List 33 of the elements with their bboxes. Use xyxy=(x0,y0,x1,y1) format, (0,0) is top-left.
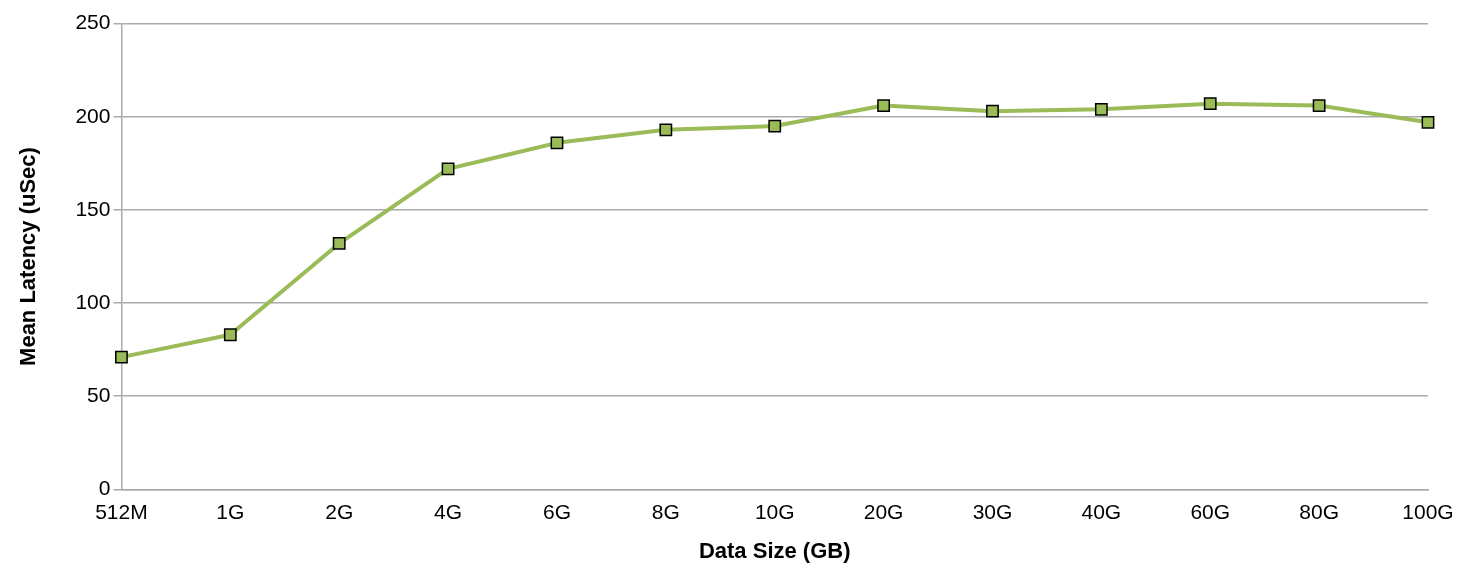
point xyxy=(115,350,128,364)
y-tick-label: 50 xyxy=(87,383,111,407)
point xyxy=(332,237,346,250)
point xyxy=(768,119,782,133)
point xyxy=(550,136,564,150)
y-tick-label: 100 xyxy=(75,289,111,313)
x-tick-label: 10G xyxy=(754,499,795,523)
x-tick-label: 6G xyxy=(542,499,571,523)
point xyxy=(1312,99,1326,112)
point xyxy=(1203,97,1217,111)
y-tick-label: 200 xyxy=(75,103,111,127)
point xyxy=(1094,102,1108,116)
x-tick-label: 4G xyxy=(434,499,463,523)
point xyxy=(986,104,999,118)
x-tick-label: 2G xyxy=(325,499,354,523)
x-axis-title: Data Size (GB) xyxy=(698,537,851,563)
x-tick-label: 60G xyxy=(1190,499,1231,523)
x-tick-label: 40G xyxy=(1081,499,1122,523)
y-tick-label: 0 xyxy=(98,476,111,500)
y-axis-title: Mean Latency (uSec) xyxy=(15,147,41,366)
y-tick-label: 250 xyxy=(75,10,111,34)
x-tick-label: 8G xyxy=(651,499,680,523)
x-tick-label: 80G xyxy=(1299,499,1339,523)
point xyxy=(877,99,891,112)
x-tick-label: 100G xyxy=(1402,499,1454,523)
x-tick-label: 512M xyxy=(95,499,148,523)
point xyxy=(659,123,673,137)
point xyxy=(223,328,237,342)
x-tick-label: 1G xyxy=(216,499,245,523)
point xyxy=(1421,115,1435,129)
x-tick-label: 20G xyxy=(863,499,904,523)
y-tick-label: 150 xyxy=(75,196,111,220)
x-tick-label: 30G xyxy=(972,499,1013,523)
